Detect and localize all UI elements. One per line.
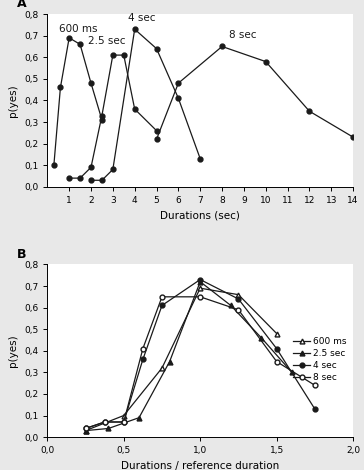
2.5 sec [198,279,202,284]
8 sec [103,419,107,425]
2.5 sec [83,428,88,433]
Text: 8 sec: 8 sec [229,30,256,40]
2.5 sec [167,359,172,364]
8 sec [313,383,317,388]
600 ms [236,292,241,298]
2.5 sec [290,369,294,375]
Legend: 600 ms, 2.5 sec, 4 sec, 8 sec: 600 ms, 2.5 sec, 4 sec, 8 sec [292,335,349,384]
2.5 sec [106,426,111,431]
4 sec [122,419,126,425]
4 sec [313,406,317,412]
Text: B: B [17,248,26,260]
600 ms [160,365,164,371]
2.5 sec [259,335,264,341]
X-axis label: Durations (sec): Durations (sec) [160,211,240,220]
Line: 4 sec: 4 sec [83,277,317,431]
4 sec [160,303,164,308]
Y-axis label: p(yes): p(yes) [8,84,19,117]
Text: A: A [17,0,26,10]
4 sec [274,346,279,352]
Text: 4 sec: 4 sec [128,13,156,23]
8 sec [236,307,241,313]
8 sec [160,294,164,300]
600 ms [274,331,279,337]
X-axis label: Durations / reference duration: Durations / reference duration [121,461,279,470]
8 sec [141,346,145,352]
600 ms [198,285,202,291]
600 ms [83,428,88,433]
8 sec [83,426,88,431]
2.5 sec [229,303,233,308]
8 sec [122,419,126,425]
4 sec [103,419,107,425]
4 sec [83,426,88,431]
Line: 8 sec: 8 sec [83,294,317,431]
600 ms [122,413,126,418]
4 sec [198,277,202,282]
8 sec [198,294,202,300]
Line: 600 ms: 600 ms [83,286,279,433]
Y-axis label: p(yes): p(yes) [8,335,19,367]
8 sec [274,359,279,364]
2.5 sec [137,415,141,421]
Text: 2.5 sec: 2.5 sec [88,37,125,47]
Line: 2.5 sec: 2.5 sec [83,279,294,433]
4 sec [141,357,145,362]
Text: 600 ms: 600 ms [59,24,98,33]
4 sec [236,296,241,302]
